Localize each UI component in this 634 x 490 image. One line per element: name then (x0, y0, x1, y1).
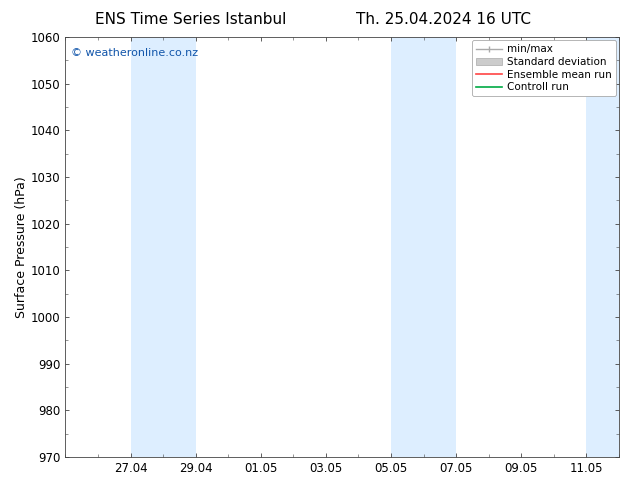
Bar (131, 37, 196, 457)
Text: ENS Time Series Istanbul: ENS Time Series Istanbul (94, 12, 286, 27)
Y-axis label: Surface Pressure (hPa): Surface Pressure (hPa) (15, 176, 28, 318)
Text: © weatheronline.co.nz: © weatheronline.co.nz (71, 48, 198, 58)
Bar (586, 37, 619, 457)
Legend: min/max, Standard deviation, Ensemble mean run, Controll run: min/max, Standard deviation, Ensemble me… (472, 40, 616, 97)
Text: Th. 25.04.2024 16 UTC: Th. 25.04.2024 16 UTC (356, 12, 531, 27)
Bar (391, 37, 456, 457)
